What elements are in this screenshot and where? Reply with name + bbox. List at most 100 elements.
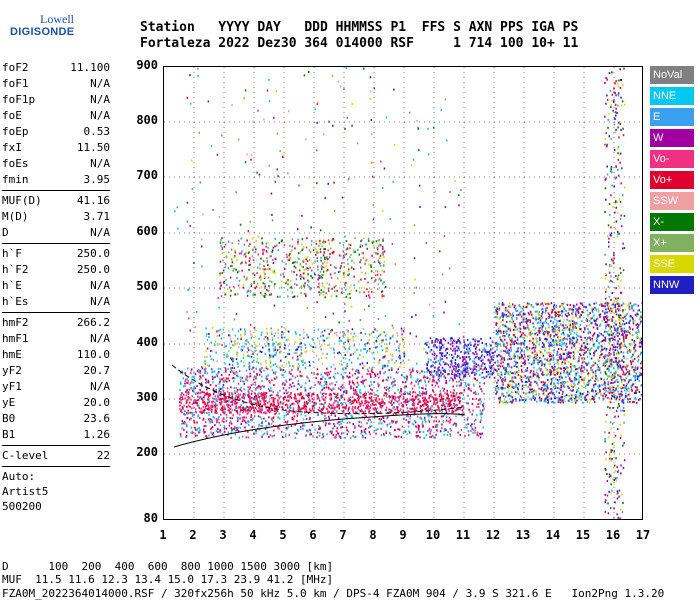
echo-point	[519, 322, 521, 325]
echo-point	[479, 402, 481, 405]
echo-point	[617, 384, 619, 387]
echo-point	[398, 403, 400, 406]
echo-point	[575, 378, 577, 381]
echo-point	[407, 425, 410, 428]
echo-point	[614, 380, 617, 383]
echo-point	[494, 369, 497, 372]
echo-point	[584, 328, 586, 331]
echo-point	[423, 371, 426, 373]
echo-point	[342, 393, 344, 396]
echo-point	[274, 377, 277, 380]
echo-point	[535, 359, 538, 362]
echo-point	[229, 411, 231, 414]
echo-point	[529, 320, 531, 323]
echo-point	[497, 333, 499, 336]
echo-point	[293, 415, 296, 418]
echo-point	[375, 429, 377, 431]
echo-point	[324, 377, 327, 380]
echo-point	[559, 374, 561, 377]
echo-point	[267, 368, 269, 371]
echo-point	[416, 426, 418, 429]
echo-point	[509, 392, 511, 395]
echo-point	[340, 422, 342, 425]
echo-point	[619, 306, 622, 309]
echo-point	[222, 377, 225, 380]
echo-point	[528, 385, 530, 388]
echo-point	[553, 397, 556, 399]
echo-point	[236, 361, 239, 364]
echo-point	[272, 420, 274, 423]
echo-point	[604, 302, 606, 305]
echo-point	[280, 343, 283, 346]
echo-point	[354, 393, 356, 395]
echo-point	[259, 409, 262, 412]
echo-point	[323, 329, 326, 332]
echo-point	[546, 378, 549, 381]
echo-point	[616, 349, 619, 352]
echo-point	[608, 368, 610, 371]
echo-point	[437, 370, 440, 373]
param-name: B1	[2, 428, 16, 441]
echo-point	[336, 394, 338, 397]
echo-point	[390, 368, 393, 371]
echo-point	[637, 355, 640, 358]
echo-point	[417, 402, 419, 405]
echo-point	[208, 406, 210, 409]
echo-point	[187, 379, 189, 382]
echo-point	[497, 388, 500, 391]
echo-point	[196, 429, 198, 432]
echo-point	[552, 344, 554, 347]
echo-point	[210, 350, 212, 352]
echo-point	[385, 395, 388, 398]
echo-point	[263, 411, 265, 414]
echo-point	[222, 380, 225, 383]
echo-point	[331, 411, 333, 414]
echo-point	[273, 429, 275, 432]
echo-point	[442, 403, 445, 406]
echo-point	[354, 370, 357, 373]
echo-point	[242, 402, 245, 405]
echo-point	[505, 313, 507, 316]
echo-point	[631, 355, 633, 358]
echo-point	[636, 388, 638, 391]
echo-point	[286, 427, 289, 430]
echo-point	[346, 375, 348, 378]
echo-point	[193, 371, 195, 374]
echo-point	[510, 357, 513, 360]
echo-point	[266, 378, 268, 381]
echo-point	[394, 379, 396, 382]
param-value: 20.7	[83, 364, 111, 377]
echo-point	[306, 402, 309, 405]
echo-point	[547, 396, 550, 399]
echo-point	[336, 430, 338, 432]
echo-point	[202, 401, 204, 404]
echo-point	[419, 394, 421, 397]
echo-point	[234, 396, 237, 399]
echo-point	[288, 372, 291, 375]
echo-point	[471, 423, 473, 426]
echo-point	[273, 409, 276, 412]
echo-point	[483, 377, 486, 380]
echo-point	[386, 417, 388, 420]
echo-point	[563, 360, 565, 363]
echo-point	[333, 392, 335, 395]
echo-point	[530, 304, 532, 307]
echo-point	[214, 395, 216, 398]
echo-point	[549, 353, 551, 356]
echo-point	[212, 431, 215, 434]
echo-point	[286, 352, 289, 355]
echo-point	[282, 387, 285, 390]
echo-point	[383, 402, 385, 404]
echo-point	[217, 395, 219, 398]
echo-point	[452, 392, 454, 395]
echo-point	[263, 369, 265, 372]
echo-point	[593, 345, 595, 348]
echo-point	[561, 329, 564, 332]
echo-point	[569, 337, 571, 340]
echo-point	[354, 425, 356, 428]
echo-point	[408, 430, 410, 433]
echo-point	[294, 394, 296, 397]
echo-point	[636, 378, 639, 381]
echo-point	[430, 435, 432, 438]
echo-point	[553, 303, 556, 306]
